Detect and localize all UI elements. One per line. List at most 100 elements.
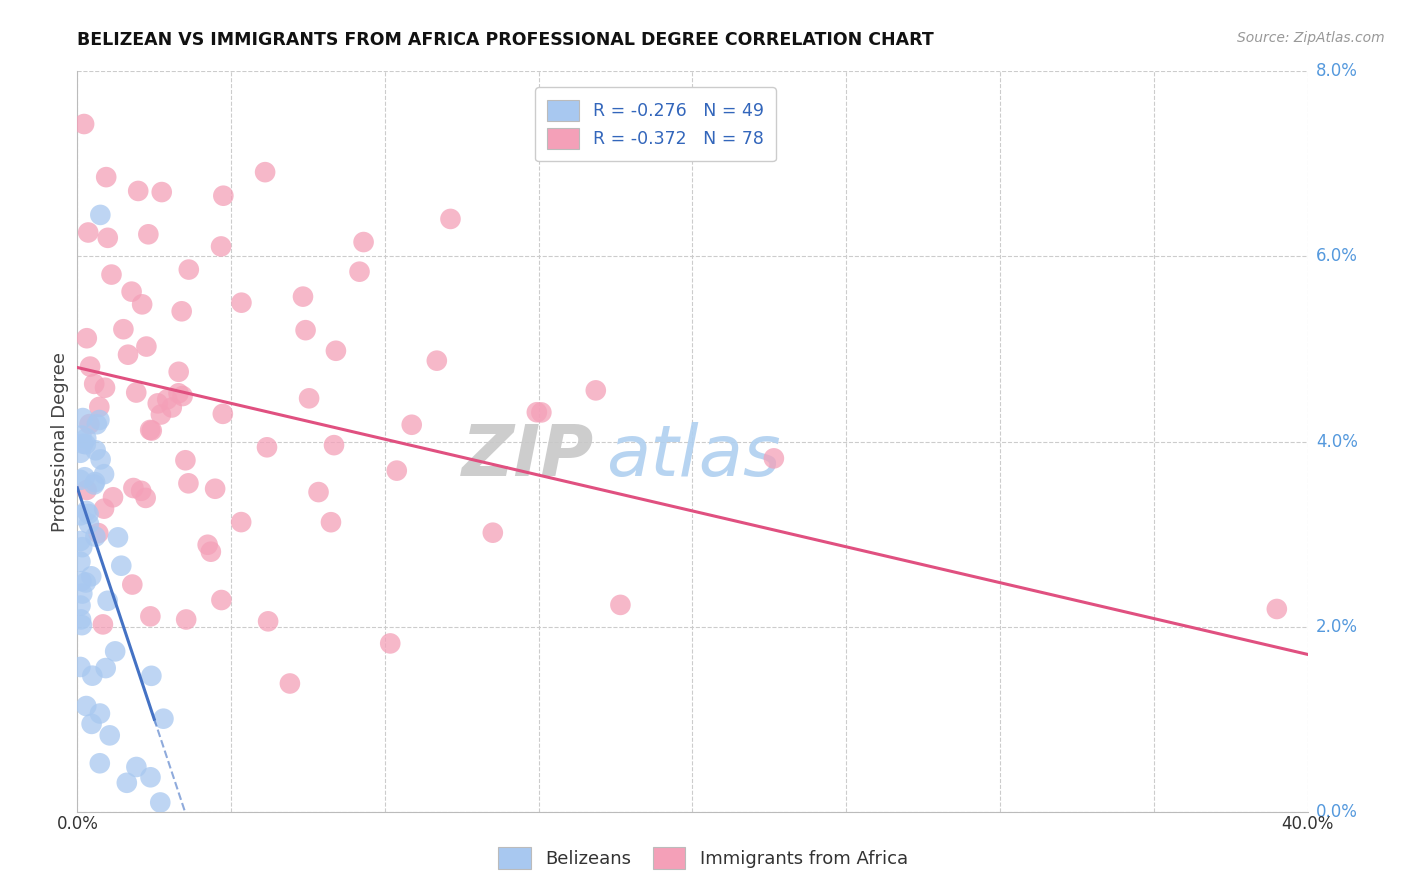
Point (385, 464, 408, 478)
Point (72, 586, 94, 600)
Point (298, 392, 321, 406)
Point (129, 483, 152, 498)
Point (211, 407, 233, 421)
Point (93, 467, 115, 482)
Legend: R = -0.276   N = 49, R = -0.372   N = 78: R = -0.276 N = 49, R = -0.372 N = 78 (536, 87, 776, 161)
Point (146, 396, 169, 410)
Point (149, 796, 172, 810)
Text: 2.0%: 2.0% (1316, 617, 1358, 636)
Point (167, 365, 190, 379)
Point (75, 575, 97, 590)
Point (80, 717, 103, 731)
Point (91, 617, 114, 632)
Point (70, 574, 93, 589)
Point (526, 405, 548, 419)
Point (76, 483, 98, 497)
Point (762, 451, 785, 466)
Point (212, 188, 235, 202)
Point (115, 776, 138, 790)
Point (401, 417, 423, 432)
Point (69, 660, 91, 674)
Point (141, 424, 163, 438)
Point (530, 405, 553, 419)
Point (426, 353, 449, 368)
Point (139, 609, 162, 624)
Point (84, 475, 107, 489)
Point (82, 668, 104, 682)
Point (104, 644, 127, 658)
Point (349, 265, 371, 279)
Point (89, 706, 111, 721)
Point (107, 530, 129, 544)
Point (70, 618, 93, 632)
Point (439, 211, 461, 226)
Point (139, 423, 162, 437)
Point (72, 540, 94, 554)
Point (141, 669, 163, 683)
Point (83, 477, 105, 491)
Point (209, 239, 232, 253)
Point (77, 226, 100, 240)
Point (177, 262, 200, 277)
Point (79, 359, 101, 374)
Point (353, 235, 375, 249)
Point (231, 295, 253, 310)
Point (110, 558, 132, 573)
Point (325, 343, 347, 358)
Point (177, 476, 200, 491)
Text: 4.0%: 4.0% (1316, 433, 1358, 450)
Point (160, 401, 183, 415)
Point (100, 268, 122, 282)
Point (94, 661, 117, 675)
Point (152, 712, 174, 726)
Point (150, 185, 173, 199)
Point (121, 285, 143, 299)
Point (69, 446, 91, 460)
Point (101, 490, 124, 504)
Point (98, 728, 121, 742)
Point (308, 485, 330, 500)
Point (125, 760, 148, 774)
Point (89, 756, 111, 771)
Point (323, 438, 346, 452)
Point (125, 385, 148, 400)
Point (231, 515, 253, 529)
Point (73, 117, 96, 131)
Point (84, 530, 107, 544)
Point (131, 297, 153, 311)
Point (77, 516, 100, 531)
Point (174, 612, 197, 626)
Text: 6.0%: 6.0% (1316, 247, 1358, 266)
Point (70, 428, 93, 442)
Point (69, 508, 91, 523)
Point (84, 443, 107, 458)
Point (254, 165, 277, 179)
Point (77, 507, 100, 521)
Point (89, 400, 111, 414)
Point (90, 452, 112, 467)
Point (149, 408, 172, 422)
Point (1265, 602, 1288, 616)
Point (135, 340, 157, 354)
Point (138, 227, 160, 242)
Point (380, 636, 402, 650)
Point (76, 331, 98, 345)
Point (97, 231, 120, 245)
Point (209, 593, 232, 607)
Text: Source: ZipAtlas.com: Source: ZipAtlas.com (1237, 31, 1385, 45)
Point (72, 411, 94, 425)
Point (89, 208, 111, 222)
Text: 8.0%: 8.0% (1316, 62, 1358, 80)
Point (127, 184, 149, 198)
Point (86, 417, 108, 432)
Point (170, 304, 193, 318)
Point (76, 504, 98, 518)
Point (585, 384, 607, 398)
Point (200, 544, 222, 558)
Point (83, 376, 105, 391)
Text: atlas: atlas (606, 422, 780, 491)
Point (97, 594, 120, 608)
Point (256, 440, 278, 454)
Point (122, 481, 145, 495)
Point (117, 348, 139, 362)
